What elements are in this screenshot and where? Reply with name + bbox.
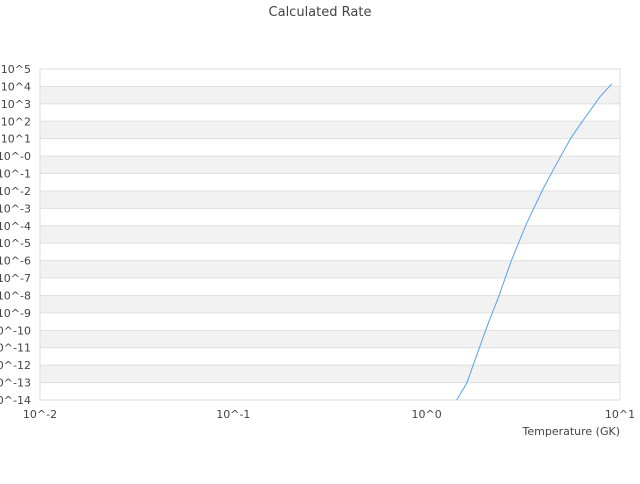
x-tick-label: 10^0 xyxy=(412,408,442,421)
x-tick-label: 10^-1 xyxy=(216,408,250,421)
grid-band xyxy=(40,295,620,313)
y-tick-label: 10^-6 xyxy=(0,255,31,268)
y-tick-label: 10^-9 xyxy=(0,307,31,320)
y-tick-label: 10^-3 xyxy=(0,202,31,215)
y-tick-label: 10^-10 xyxy=(0,324,31,337)
chart-title: Calculated Rate xyxy=(269,5,372,20)
y-tick-label: 10^5 xyxy=(1,63,31,76)
series-line xyxy=(456,83,613,401)
y-tick-label: 10^-12 xyxy=(0,359,31,372)
grid-band xyxy=(40,190,620,209)
y-tick-label: 10^3 xyxy=(1,98,31,111)
grid-band xyxy=(40,225,620,244)
grid-band xyxy=(40,156,620,174)
x-tick-label: 10^-2 xyxy=(23,408,57,421)
plot-area xyxy=(39,68,621,401)
y-tick-label: 10^-7 xyxy=(0,272,31,285)
grid-band xyxy=(40,260,620,279)
y-tick-label: 10^1 xyxy=(1,133,31,146)
y-tick-label: 10^-13 xyxy=(0,377,31,390)
grid-band xyxy=(40,330,620,348)
y-tick-label: 10^-5 xyxy=(0,237,31,250)
y-tick-label: 10^-0 xyxy=(0,150,31,163)
y-tick-label: 10^-2 xyxy=(0,185,31,198)
y-tick-label: 10^-11 xyxy=(0,342,31,355)
y-tick-label: 10^2 xyxy=(1,115,31,128)
x-axis-label: Temperature (GK) xyxy=(522,425,621,438)
grid-band xyxy=(40,86,620,104)
x-tick-label: 10^1 xyxy=(605,408,635,421)
y-tick-label: 10^-4 xyxy=(0,220,31,233)
y-tick-label: 10^-1 xyxy=(0,168,31,181)
y-tick-label: 10^-8 xyxy=(0,289,31,302)
y-tick-label: 10^-14 xyxy=(0,394,31,407)
grid-band xyxy=(40,365,620,383)
grid-band xyxy=(40,121,620,139)
y-tick-label: 10^4 xyxy=(1,80,31,93)
